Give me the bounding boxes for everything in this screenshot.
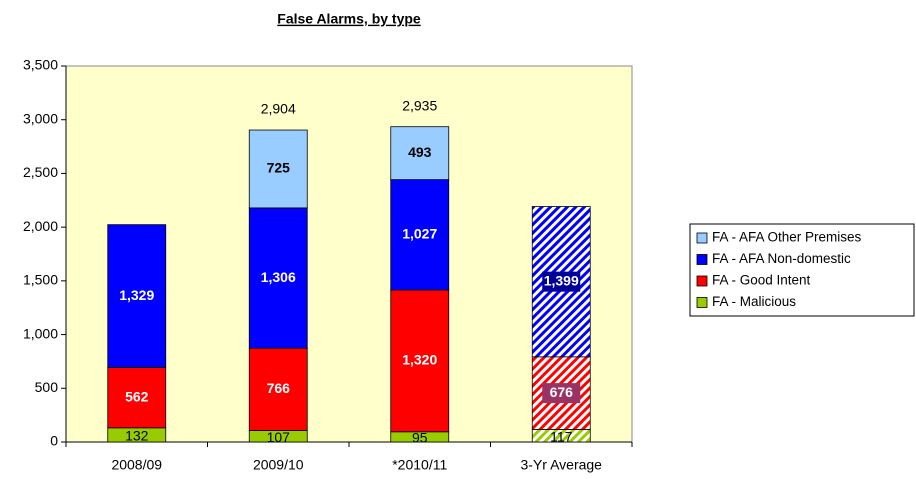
- x-tick-label: *2010/11: [392, 457, 447, 473]
- legend-label: FA - Malicious: [712, 294, 796, 309]
- legend-label: FA - AFA Other Premises: [712, 230, 862, 245]
- data-label: 562: [125, 388, 149, 404]
- y-tick-label: 3,000: [23, 110, 58, 126]
- legend-swatch: [696, 297, 708, 308]
- data-label: 493: [408, 144, 432, 160]
- bar-segment: [248, 129, 308, 209]
- data-label: 95: [412, 430, 428, 446]
- data-label: 1,329: [119, 287, 154, 303]
- legend-swatch: [696, 232, 708, 244]
- data-label: 1,027: [402, 226, 437, 242]
- label-background: [542, 271, 581, 292]
- y-tick-label: 0: [50, 433, 58, 449]
- data-label: 725: [267, 160, 291, 176]
- data-label: 117: [550, 428, 573, 444]
- total-label: 2,904: [261, 101, 296, 117]
- y-tick-label: 2,000: [23, 218, 58, 234]
- data-label: 766: [267, 380, 291, 396]
- legend-box: [689, 223, 915, 317]
- x-tick-label: 2008/09: [111, 457, 162, 473]
- data-label: 1,306: [261, 269, 296, 285]
- data-label: 1,320: [402, 352, 437, 368]
- total-label: 2,935: [402, 97, 437, 113]
- bar-segment: [390, 289, 450, 433]
- y-tick-label: 2,500: [23, 164, 58, 180]
- bar-segment: [390, 126, 450, 181]
- legend-swatch: [696, 275, 708, 287]
- data-label: 676: [550, 384, 574, 400]
- label-background: [542, 383, 581, 404]
- chart-title: False Alarms, by type: [277, 11, 421, 27]
- legend-label: FA - AFA Non-domestic: [712, 251, 851, 266]
- bar-segment: [390, 179, 450, 291]
- x-tick-label: 2009/10: [253, 457, 304, 473]
- x-tick-label: 3-Yr Average: [521, 457, 603, 473]
- legend-swatch: [696, 254, 708, 265]
- y-tick-label: 1,000: [23, 325, 58, 341]
- data-label: 132: [125, 428, 149, 444]
- legend-label: FA - Good Intent: [712, 273, 811, 288]
- y-tick-label: 3,500: [23, 57, 58, 73]
- bar-segment: [248, 207, 308, 349]
- y-tick-label: 1,500: [23, 272, 58, 288]
- data-label: 1,399: [544, 272, 579, 288]
- y-tick-label: 500: [35, 379, 59, 395]
- data-label: 107: [267, 429, 291, 445]
- bar-segment: [107, 224, 167, 368]
